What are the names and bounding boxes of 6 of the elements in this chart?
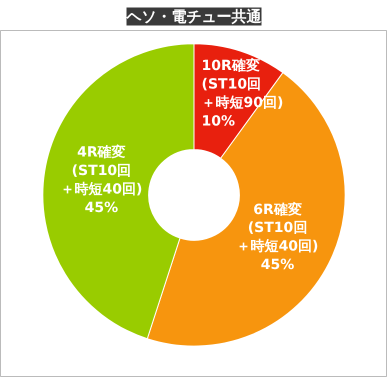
data-label: 45% [84,200,118,216]
slice-label: 4R確変(ST10回＋時短40回) [60,144,142,198]
chart-title: ヘソ・電チュー共通 [126,8,262,26]
slice-label: 6R確変(ST10回＋時短40回) [236,200,318,255]
data-label: 45% [260,257,294,274]
data-label: 10% [202,113,236,130]
